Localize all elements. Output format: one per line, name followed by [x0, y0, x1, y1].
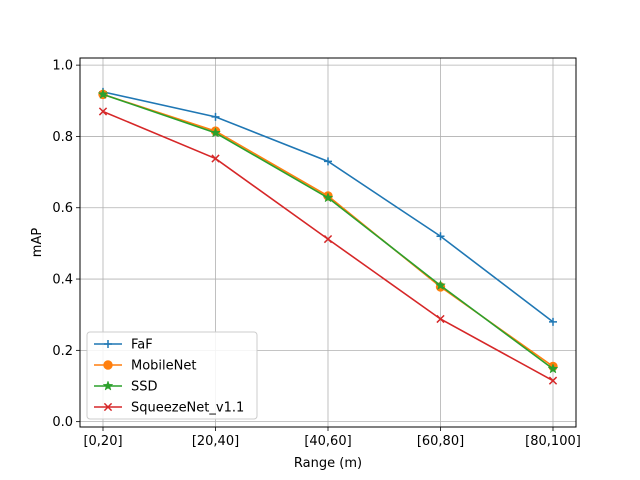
data-point — [98, 107, 108, 116]
data-point — [436, 232, 445, 241]
legend-label: SSD — [131, 380, 158, 395]
y-tick-label: 0.0 — [52, 415, 73, 430]
legend-item: FaF — [94, 338, 153, 353]
ticks: [0,20] [20,40] [40,60] [60,80] [80,100] 0.0 0.… — [52, 59, 581, 449]
data-point — [549, 317, 557, 326]
x-tick-label: [20,40] — [192, 434, 239, 449]
y-tick-label: 0.2 — [52, 344, 73, 359]
y-tick-label: 0.8 — [52, 130, 73, 145]
data-point — [102, 380, 114, 391]
data-point — [436, 314, 445, 324]
grid — [80, 58, 576, 427]
x-tick-label: [40,60] — [304, 434, 351, 449]
legend-label: MobileNet — [131, 359, 196, 374]
series-squeezenet-v1-1 — [98, 107, 558, 385]
legend-item: SqueezeNet_v1.1 — [94, 401, 244, 416]
data-point — [322, 192, 334, 203]
x-tick-label: [60,80] — [417, 434, 464, 449]
data-point — [324, 157, 332, 166]
data-point — [435, 279, 446, 291]
y-axis-label: mAP — [30, 228, 45, 258]
series-group — [97, 87, 559, 385]
data-point — [211, 112, 220, 121]
data-point — [104, 340, 112, 348]
y-tick-label: 0.4 — [52, 273, 73, 288]
legend-label: SqueezeNet_v1.1 — [131, 401, 244, 416]
data-point — [210, 127, 221, 138]
x-tick-label: [0,20] — [83, 434, 122, 449]
data-point — [211, 154, 220, 163]
y-tick-label: 0.6 — [52, 201, 73, 216]
data-point — [547, 363, 559, 374]
x-tick-label: [80,100] — [525, 434, 581, 449]
legend: FaF MobileNet SSD SqueezeNet_v1.1 — [86, 331, 258, 420]
data-point — [323, 234, 333, 244]
data-point — [103, 402, 113, 412]
data-point — [103, 360, 113, 370]
legend-box — [86, 331, 258, 420]
legend-item: MobileNet — [94, 359, 196, 374]
data-point — [97, 88, 109, 99]
data-point — [548, 376, 558, 385]
series-ssd — [97, 88, 559, 374]
legend-label: FaF — [131, 338, 153, 353]
legend-item: SSD — [94, 380, 158, 395]
x-axis-label: Range (m) — [294, 456, 362, 471]
y-tick-label: 1.0 — [52, 59, 73, 74]
